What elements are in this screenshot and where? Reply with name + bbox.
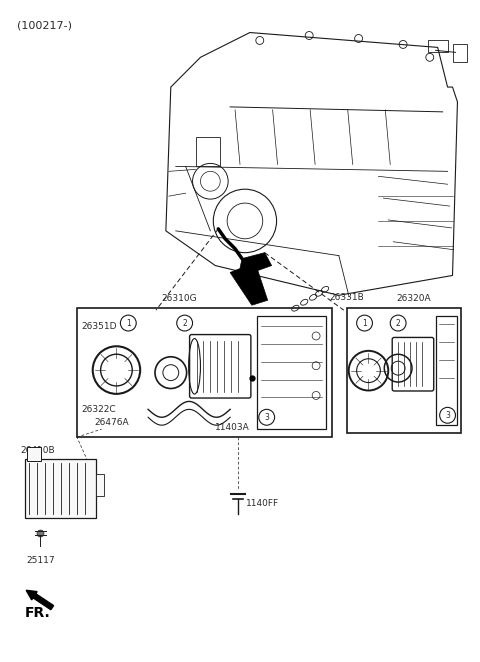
Bar xyxy=(436,316,457,425)
Text: 26331B: 26331B xyxy=(329,293,364,302)
Text: 3: 3 xyxy=(445,411,450,420)
Bar xyxy=(428,40,447,52)
FancyArrow shape xyxy=(26,591,54,610)
Text: 1: 1 xyxy=(126,318,131,328)
Bar xyxy=(453,44,468,62)
Text: 25117: 25117 xyxy=(26,556,55,565)
Text: 26320A: 26320A xyxy=(396,294,431,303)
Text: FR.: FR. xyxy=(24,606,50,620)
Bar xyxy=(96,474,104,496)
Text: 1140FF: 1140FF xyxy=(246,499,279,508)
Text: 26476A: 26476A xyxy=(95,418,129,427)
Bar xyxy=(257,316,326,429)
Text: (100217-): (100217-) xyxy=(17,21,72,30)
Text: 26351D: 26351D xyxy=(82,322,117,330)
Bar xyxy=(27,447,41,461)
Text: 2: 2 xyxy=(396,318,400,328)
Bar xyxy=(77,308,332,437)
Text: 3: 3 xyxy=(264,413,269,422)
Polygon shape xyxy=(230,253,272,305)
Bar xyxy=(24,459,96,518)
Text: 26310G: 26310G xyxy=(161,294,197,303)
Text: 1: 1 xyxy=(362,318,367,328)
Text: 26322C: 26322C xyxy=(82,405,117,414)
Bar xyxy=(195,136,220,166)
Text: 26410B: 26410B xyxy=(21,446,55,455)
Text: 11403A: 11403A xyxy=(216,422,250,432)
Text: 2: 2 xyxy=(182,318,187,328)
Bar xyxy=(347,308,461,433)
